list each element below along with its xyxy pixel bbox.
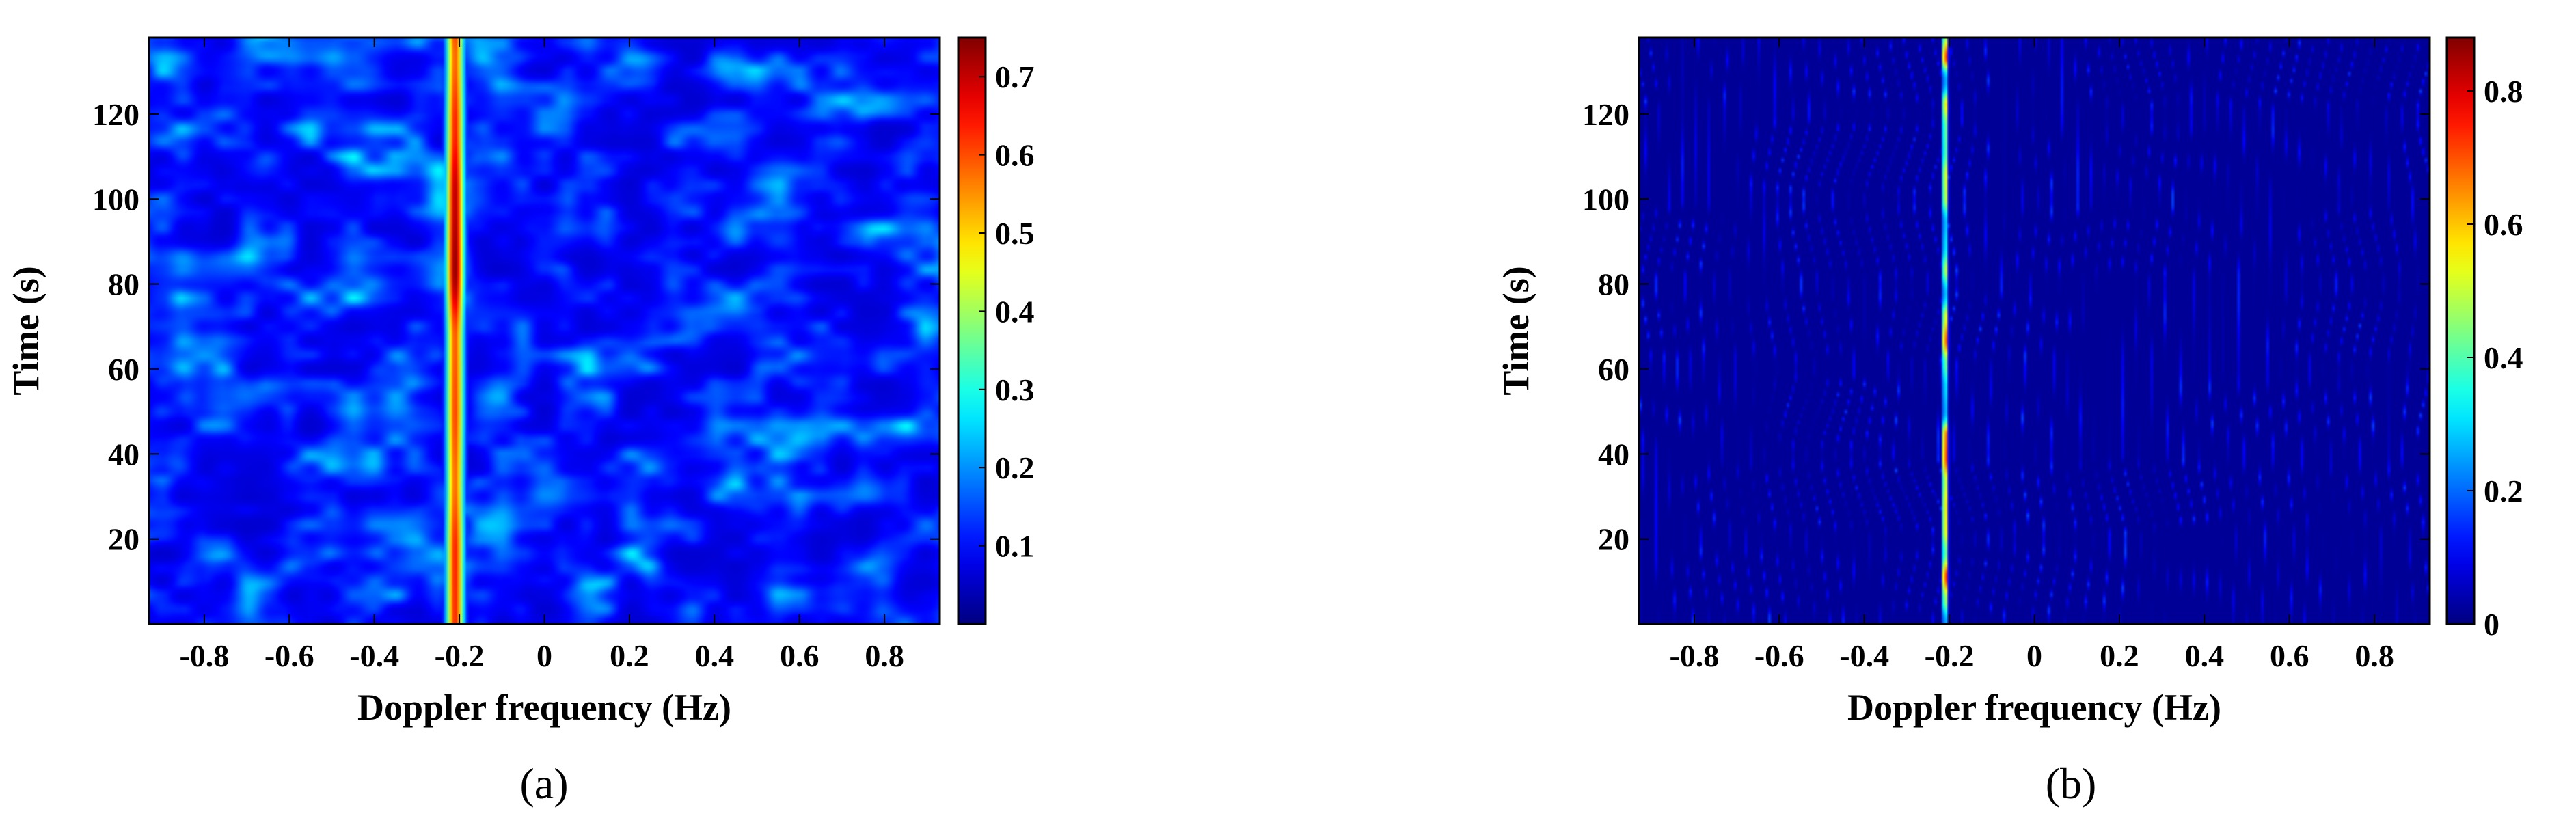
y-axis-title: Time (s) bbox=[5, 266, 46, 395]
x-tick-label: -0.8 bbox=[1669, 638, 1719, 673]
panel-caption: (a) bbox=[519, 759, 568, 808]
colorbar-tick-label: 0.6 bbox=[995, 138, 1035, 173]
x-tick-label: 0.2 bbox=[610, 638, 649, 673]
y-tick-label: 100 bbox=[92, 182, 139, 217]
y-tick-label: 40 bbox=[1598, 437, 1629, 472]
x-tick-label: -0.4 bbox=[1839, 638, 1889, 673]
y-axis-title: Time (s) bbox=[1495, 266, 1536, 395]
x-tick-label: 0.4 bbox=[695, 638, 735, 673]
colorbar-tick-label: 0.3 bbox=[995, 372, 1035, 407]
heatmap-image bbox=[149, 38, 940, 624]
colorbar-tick-label: 0.4 bbox=[995, 294, 1035, 329]
colorbar-tick-label: 0.8 bbox=[2484, 74, 2523, 109]
colorbar bbox=[2445, 36, 2476, 625]
panel-a: -0.8 -0.6 -0.4 -0.2 0 0.2 0.4 0.6 0.8 20 40 60 80 100… bbox=[5, 36, 1035, 808]
colorbar-tick-label: 0.2 bbox=[995, 450, 1035, 485]
colorbar-tick-label: 0.5 bbox=[995, 216, 1035, 251]
y-tick-label: 80 bbox=[1598, 267, 1629, 302]
colorbar-tick-label: 0.4 bbox=[2484, 340, 2523, 375]
x-tick-label: -0.8 bbox=[179, 638, 229, 673]
panel-caption: (b) bbox=[2046, 759, 2097, 808]
x-tick-label: 0.6 bbox=[2270, 638, 2309, 673]
panel-b: -0.8 -0.6 -0.4 -0.2 0 0.2 0.4 0.6 0.8 20 40 60 80 100… bbox=[1495, 36, 2523, 808]
y-tick-label: 40 bbox=[108, 437, 139, 472]
heatmap-image bbox=[1639, 38, 2430, 624]
y-tick-label: 80 bbox=[108, 267, 139, 302]
x-tick-label: 0 bbox=[2026, 638, 2042, 673]
x-tick-label: 0.8 bbox=[865, 638, 904, 673]
y-tick-label: 120 bbox=[1582, 97, 1629, 132]
y-tick-label: 20 bbox=[1598, 522, 1629, 557]
x-tick-label: 0.2 bbox=[2100, 638, 2139, 673]
x-axis-title: Doppler frequency (Hz) bbox=[1847, 687, 2221, 728]
x-axis-title: Doppler frequency (Hz) bbox=[357, 687, 731, 728]
x-tick-label: 0.8 bbox=[2355, 638, 2394, 673]
colorbar-tick-label: 0.7 bbox=[995, 59, 1035, 94]
colorbar-tick-label: 0.1 bbox=[995, 529, 1035, 564]
x-tick-label: -0.2 bbox=[435, 638, 485, 673]
colorbar-tick-label: 0.2 bbox=[2484, 474, 2523, 508]
x-tick-label: -0.4 bbox=[349, 638, 399, 673]
colorbar bbox=[957, 36, 987, 625]
colorbar-tick-label: 0.6 bbox=[2484, 207, 2523, 242]
colorbar-tick-label: 0 bbox=[2484, 607, 2499, 642]
y-tick-label: 100 bbox=[1582, 182, 1629, 217]
y-tick-label: 20 bbox=[108, 522, 139, 557]
y-tick-label: 60 bbox=[1598, 352, 1629, 387]
x-tick-label: -0.2 bbox=[1925, 638, 1975, 673]
y-tick-label: 120 bbox=[92, 97, 139, 132]
x-tick-label: 0.6 bbox=[780, 638, 819, 673]
x-tick-label: -0.6 bbox=[1754, 638, 1804, 673]
x-tick-label: 0.4 bbox=[2185, 638, 2225, 673]
y-tick-label: 60 bbox=[108, 352, 139, 387]
x-tick-label: -0.6 bbox=[265, 638, 314, 673]
x-tick-label: 0 bbox=[537, 638, 552, 673]
